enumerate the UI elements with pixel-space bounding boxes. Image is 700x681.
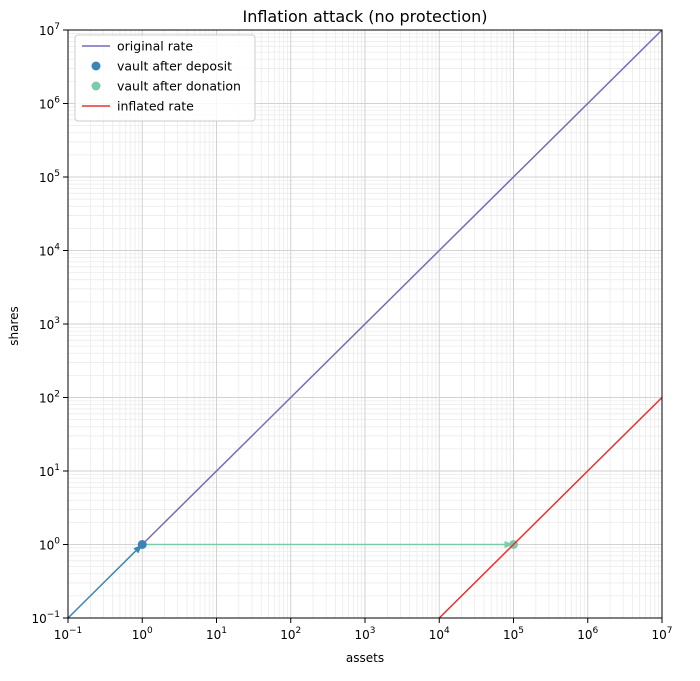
y-tick-label: 102 (39, 390, 60, 406)
chart-title: Inflation attack (no protection) (242, 7, 487, 26)
legend-label: original rate (117, 39, 193, 54)
x-tick-label: 102 (280, 626, 301, 642)
x-tick-label: 101 (206, 626, 227, 642)
x-tick-label: 106 (577, 626, 598, 642)
plot-series (68, 30, 662, 618)
legend-label: vault after donation (117, 79, 241, 94)
y-tick-label: 105 (39, 169, 60, 185)
x-tick-label: 100 (132, 626, 153, 642)
series-point-vault-after-deposit (137, 540, 147, 549)
y-tick-label: 104 (39, 243, 60, 259)
y-tick-label: 101 (39, 463, 60, 479)
x-tick-label: 104 (429, 626, 450, 642)
legend-swatch-marker (91, 81, 101, 91)
y-tick-label: 10−1 (31, 610, 60, 626)
legend: original rate vault after deposit vault af… (74, 34, 256, 122)
y-tick-label: 100 (39, 537, 60, 553)
x-axis: 10−1 100 101 102 103 104 105 106 107 (54, 618, 673, 642)
x-axis-label: assets (346, 651, 384, 665)
legend-label: inflated rate (117, 99, 194, 114)
arrow-shaft-1 (68, 550, 137, 618)
x-tick-label: 10−1 (54, 626, 83, 642)
x-tick-label: 107 (651, 626, 672, 642)
legend-box (74, 34, 256, 122)
series-line-inflated-rate (438, 396, 662, 618)
x-tick-label: 103 (354, 626, 375, 642)
y-tick-label: 107 (39, 22, 60, 38)
legend-label: vault after deposit (117, 59, 232, 74)
y-axis-label: shares (7, 306, 21, 346)
legend-swatch-marker (91, 61, 101, 71)
x-tick-label: 105 (503, 626, 524, 642)
y-axis: 10−1 100 101 102 103 104 105 106 107 (31, 22, 68, 626)
y-tick-label: 103 (39, 316, 60, 332)
y-tick-label: 106 (39, 96, 60, 112)
series-line-original-rate (141, 30, 662, 546)
